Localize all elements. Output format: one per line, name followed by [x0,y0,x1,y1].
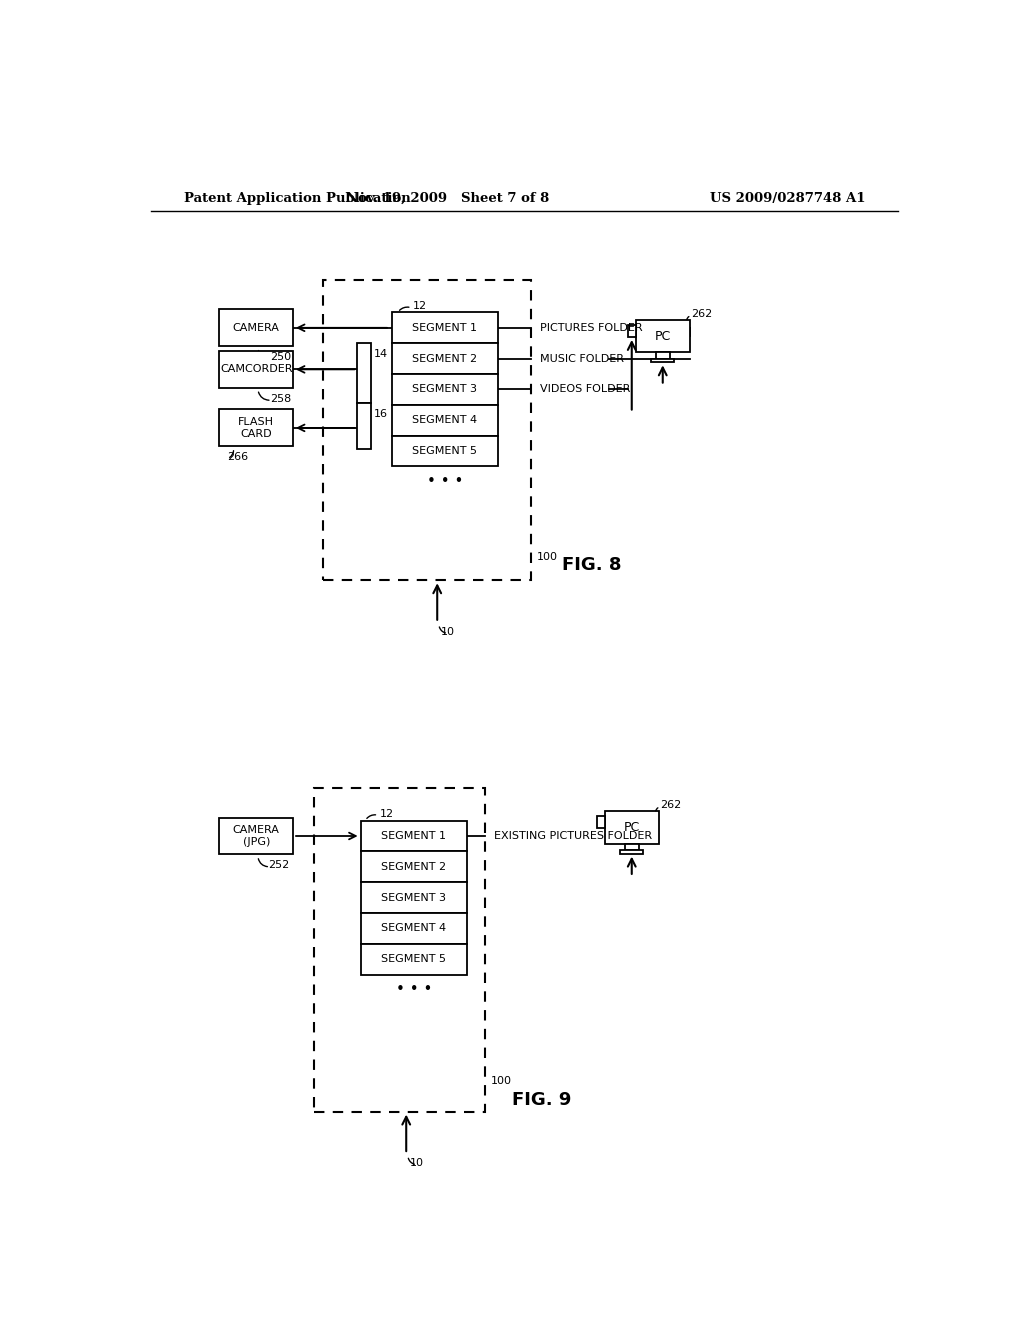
Text: 100: 100 [490,1076,512,1086]
Bar [357,343,372,404]
Bar [219,817,293,854]
Text: SEGMENT 4: SEGMENT 4 [381,924,446,933]
Text: 14: 14 [374,350,388,359]
Text: • • •: • • • [396,982,432,998]
Bar [324,280,531,581]
Text: FIG. 8: FIG. 8 [562,556,622,574]
Bar [360,944,467,974]
Text: 266: 266 [227,453,249,462]
Bar [219,409,293,446]
Text: SEGMENT 4: SEGMENT 4 [413,416,477,425]
Text: 10: 10 [441,627,455,638]
Bar [604,812,658,843]
Text: SEGMENT 1: SEGMENT 1 [413,323,477,333]
Text: MUSIC FOLDER: MUSIC FOLDER [541,354,625,363]
Text: PC: PC [624,821,640,834]
Bar [314,788,484,1111]
Bar [651,359,675,363]
Text: 16: 16 [374,409,388,420]
Text: VIDEOS FOLDER: VIDEOS FOLDER [541,384,631,395]
Text: 258: 258 [270,393,292,404]
Text: 250: 250 [270,352,292,362]
Text: 262: 262 [660,800,682,810]
Text: Nov. 19, 2009   Sheet 7 of 8: Nov. 19, 2009 Sheet 7 of 8 [346,191,549,205]
Bar [391,405,499,436]
Text: SEGMENT 5: SEGMENT 5 [413,446,477,455]
Bar [219,309,293,346]
Text: CAMERA: CAMERA [232,323,280,333]
Text: SEGMENT 2: SEGMENT 2 [413,354,477,363]
Text: 252: 252 [268,861,289,870]
Bar [391,313,499,343]
Text: SEGMENT 3: SEGMENT 3 [382,892,446,903]
Text: Patent Application Publication: Patent Application Publication [183,191,411,205]
Text: US 2009/0287748 A1: US 2009/0287748 A1 [711,191,866,205]
Bar [625,843,639,850]
Bar [360,851,467,882]
Text: EXISTING PICTURES FOLDER: EXISTING PICTURES FOLDER [494,832,652,841]
Text: PC: PC [654,330,671,343]
Text: PICTURES FOLDER: PICTURES FOLDER [541,323,643,333]
Text: SEGMENT 5: SEGMENT 5 [382,954,446,964]
Text: SEGMENT 1: SEGMENT 1 [382,832,446,841]
Text: 262: 262 [691,309,713,319]
Text: 12: 12 [414,301,427,312]
Bar [360,882,467,913]
Text: • • •: • • • [427,474,463,490]
Bar [360,821,467,851]
Text: CAMERA
(JPG): CAMERA (JPG) [232,825,280,847]
Bar [357,404,372,449]
Text: FLASH
CARD: FLASH CARD [239,417,274,438]
Bar [621,850,643,854]
Text: CAMCORDER: CAMCORDER [220,364,293,375]
Bar [219,351,293,388]
Bar [360,913,467,944]
Bar [597,816,604,829]
Text: SEGMENT 3: SEGMENT 3 [413,384,477,395]
Text: 100: 100 [538,552,558,562]
Text: FIG. 9: FIG. 9 [512,1092,571,1109]
Bar [655,352,670,359]
Text: 12: 12 [380,809,394,818]
Text: SEGMENT 2: SEGMENT 2 [381,862,446,871]
Bar [636,321,690,352]
Bar [628,325,636,337]
Text: 10: 10 [410,1158,424,1168]
Bar [391,343,499,374]
Bar [391,436,499,466]
Bar [391,374,499,405]
